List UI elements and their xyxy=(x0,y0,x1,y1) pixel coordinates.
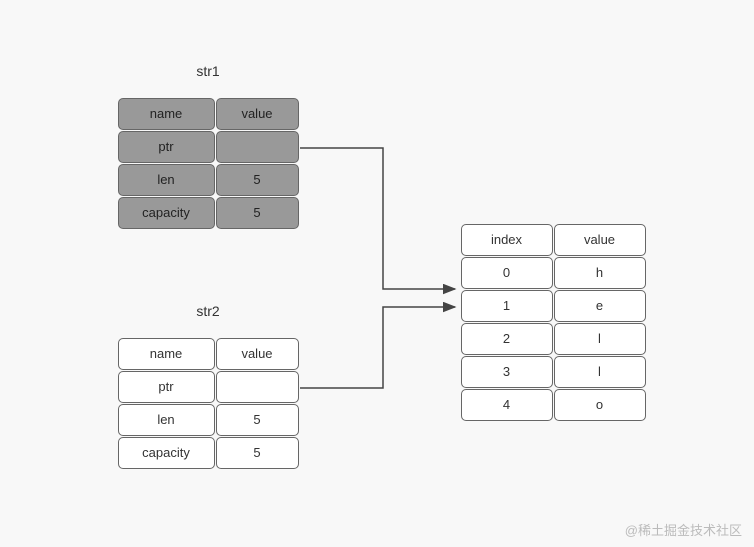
table-cell: 5 xyxy=(216,404,299,436)
table-cell: ptr xyxy=(118,371,215,403)
table-cell xyxy=(216,131,299,163)
table-row: namevalue xyxy=(117,97,299,130)
table-row: ptr xyxy=(117,130,299,163)
table-row: namevalue xyxy=(117,337,299,370)
table-heap: indexvalue0h1e2l3l4o xyxy=(460,223,646,421)
table-cell: value xyxy=(554,224,646,256)
table-cell: name xyxy=(118,338,215,370)
table-str2: str2 namevalueptrlen5capacity5 xyxy=(117,303,299,469)
table-cell: value xyxy=(216,98,299,130)
table-cell: o xyxy=(554,389,646,421)
table-cell: 5 xyxy=(216,164,299,196)
table-str1: str1 namevalueptrlen5capacity5 xyxy=(117,63,299,229)
table-cell: 5 xyxy=(216,437,299,469)
pointer-arrow xyxy=(300,148,455,289)
table-cell: index xyxy=(461,224,553,256)
table-cell: capacity xyxy=(118,437,215,469)
table-title-str1: str1 xyxy=(117,63,299,79)
watermark: @稀土掘金技术社区 xyxy=(625,520,742,539)
table-cell xyxy=(216,371,299,403)
table-cell: len xyxy=(118,164,215,196)
table-row: 3l xyxy=(460,355,646,388)
table-cell: h xyxy=(554,257,646,289)
table-cell: 4 xyxy=(461,389,553,421)
table-cell: 3 xyxy=(461,356,553,388)
table-cell: name xyxy=(118,98,215,130)
table-row: 0h xyxy=(460,256,646,289)
table-cell: l xyxy=(554,356,646,388)
table-row: capacity5 xyxy=(117,436,299,469)
table-cell: 1 xyxy=(461,290,553,322)
table-cell: l xyxy=(554,323,646,355)
table-cell: 5 xyxy=(216,197,299,229)
table-cell: 0 xyxy=(461,257,553,289)
table-row: 1e xyxy=(460,289,646,322)
table-row: ptr xyxy=(117,370,299,403)
table-cell: capacity xyxy=(118,197,215,229)
pointer-arrow xyxy=(300,307,455,388)
table-row: indexvalue xyxy=(460,223,646,256)
table-row: 2l xyxy=(460,322,646,355)
table-cell: e xyxy=(554,290,646,322)
table-cell: 2 xyxy=(461,323,553,355)
table-row: capacity5 xyxy=(117,196,299,229)
table-row: len5 xyxy=(117,163,299,196)
table-row: 4o xyxy=(460,388,646,421)
table-cell: value xyxy=(216,338,299,370)
table-cell: len xyxy=(118,404,215,436)
table-cell: ptr xyxy=(118,131,215,163)
table-row: len5 xyxy=(117,403,299,436)
table-title-str2: str2 xyxy=(117,303,299,319)
